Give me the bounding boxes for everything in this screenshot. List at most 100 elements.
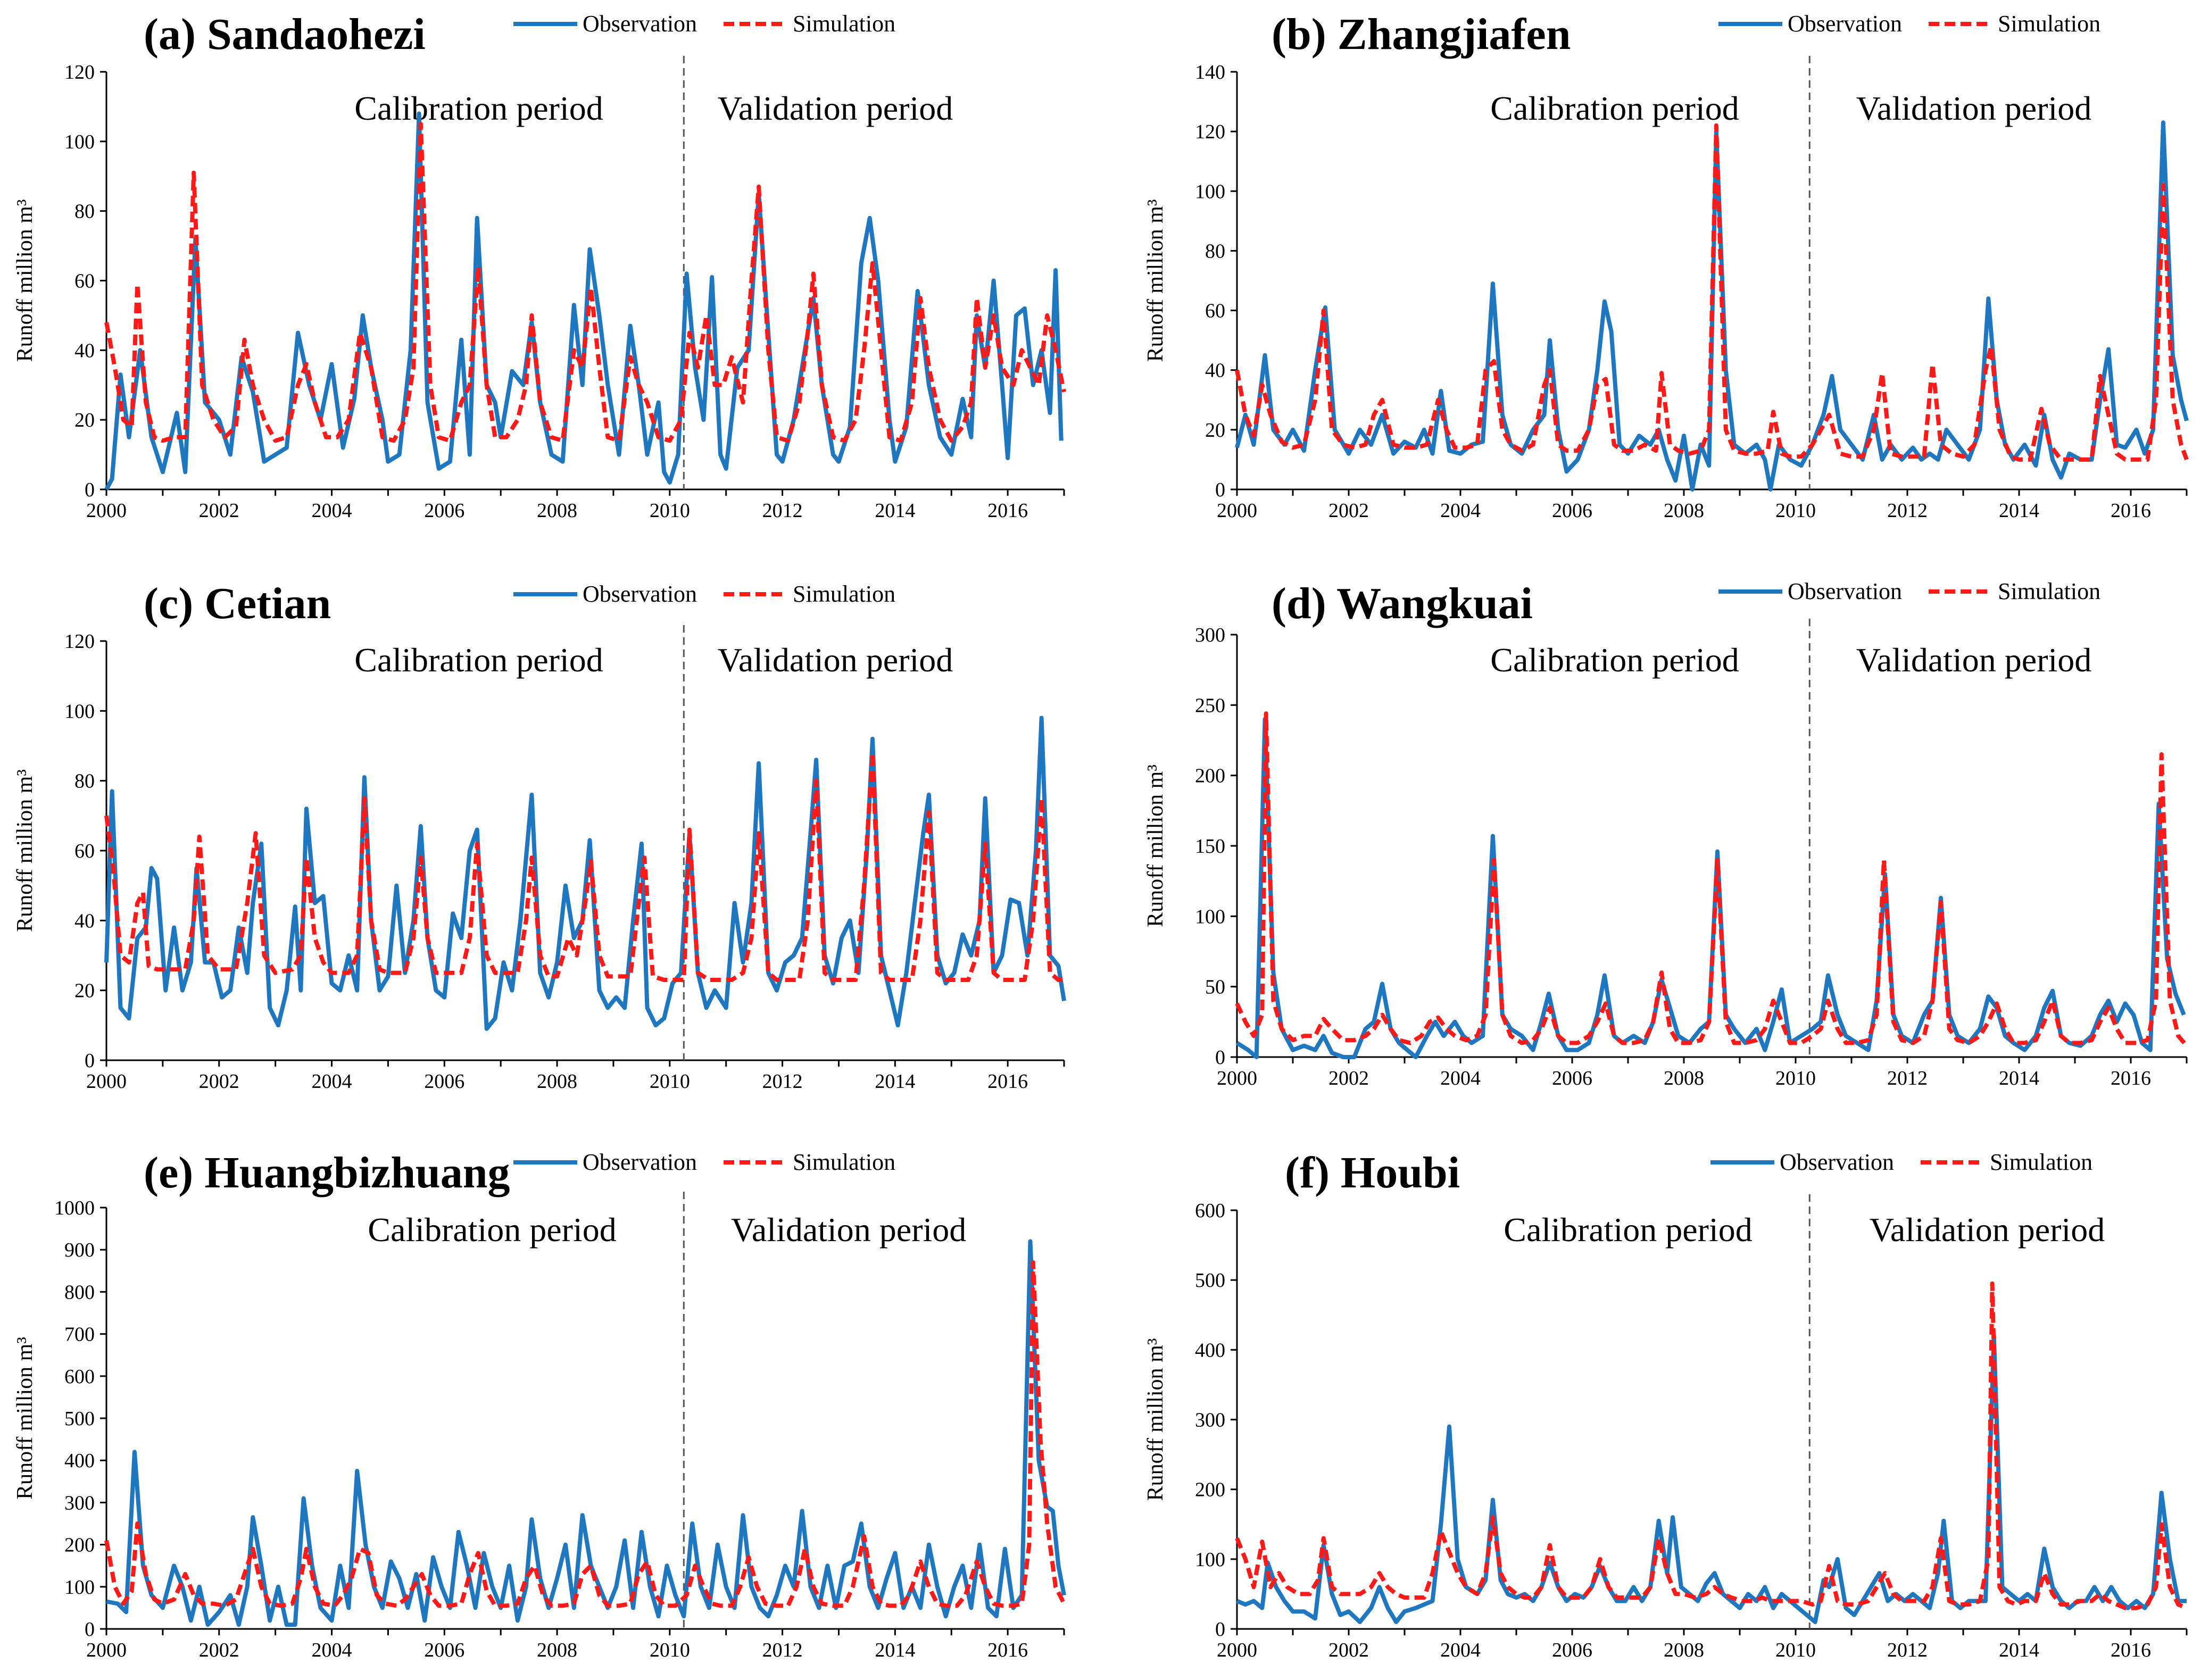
y-tick-label: 120 bbox=[64, 630, 95, 653]
x-tick-label: 2000 bbox=[1217, 1067, 1257, 1089]
y-tick-label: 100 bbox=[1195, 1549, 1225, 1571]
y-tick-label: 60 bbox=[74, 840, 95, 862]
chart-title: (c) Cetian bbox=[144, 579, 331, 628]
y-tick-label: 250 bbox=[1195, 694, 1225, 717]
x-tick-label: 2012 bbox=[1887, 1639, 1928, 1661]
y-tick-label: 700 bbox=[64, 1324, 95, 1346]
x-tick-label: 2014 bbox=[1999, 1067, 2039, 1089]
simulation-series-line bbox=[1235, 123, 2189, 462]
x-tick-label: 2004 bbox=[1440, 1067, 1481, 1089]
y-tick-label: 100 bbox=[64, 1576, 95, 1599]
validation-period-label: Validation period bbox=[1870, 1211, 2105, 1249]
y-tick-label: 300 bbox=[64, 1492, 95, 1514]
x-tick-label: 2012 bbox=[762, 500, 803, 522]
x-tick-label: 2000 bbox=[86, 1639, 127, 1661]
x-tick-label: 2004 bbox=[312, 1639, 352, 1661]
y-tick-label: 1000 bbox=[54, 1197, 95, 1219]
y-tick-label: 200 bbox=[64, 1534, 95, 1557]
x-tick-label: 2002 bbox=[1328, 1067, 1369, 1089]
y-tick-label: 0 bbox=[85, 479, 95, 501]
x-tick-label: 2016 bbox=[2111, 1639, 2151, 1661]
legend-observation-label: Observation bbox=[583, 11, 697, 37]
legend: Observation Simulation bbox=[1718, 578, 2100, 604]
y-tick-label: 400 bbox=[64, 1450, 95, 1472]
x-tick-label: 2002 bbox=[1328, 1639, 1369, 1661]
legend-simulation-label: Simulation bbox=[793, 581, 895, 607]
validation-period-label: Validation period bbox=[1856, 641, 2092, 679]
x-tick-label: 2006 bbox=[1552, 1639, 1592, 1661]
y-tick-label: 100 bbox=[64, 131, 95, 153]
y-tick-label: 500 bbox=[64, 1408, 95, 1430]
y-tick-label: 600 bbox=[1195, 1200, 1225, 1222]
x-tick-label: 2016 bbox=[2111, 1067, 2151, 1089]
y-axis-label: Runoff million m³ bbox=[13, 1337, 37, 1500]
legend-simulation-label: Simulation bbox=[1990, 1149, 2092, 1175]
validation-period-label: Validation period bbox=[1856, 89, 2092, 127]
x-tick-label: 2014 bbox=[875, 1070, 915, 1093]
y-tick-label: 100 bbox=[1195, 905, 1225, 928]
x-tick-label: 2000 bbox=[1217, 1639, 1257, 1661]
chart-panel-1: (a) Sandaohezi Observation Simulation Calib… bbox=[13, 10, 1066, 522]
x-tick-label: 2014 bbox=[875, 500, 915, 522]
chart-panel-3: (c) Cetian Observation Simulation Calibrati… bbox=[13, 579, 1066, 1093]
x-tick-label: 2012 bbox=[1887, 1067, 1928, 1089]
simulation-series-line bbox=[104, 122, 1066, 443]
x-tick-label: 2010 bbox=[650, 500, 690, 522]
y-tick-label: 60 bbox=[1205, 300, 1225, 322]
y-tick-label: 20 bbox=[74, 980, 95, 1002]
calibration-period-label: Calibration period bbox=[354, 89, 603, 127]
x-tick-label: 2012 bbox=[762, 1639, 803, 1661]
y-tick-label: 40 bbox=[74, 339, 95, 362]
legend: Observation Simulation bbox=[513, 581, 895, 607]
chart-panel-6: (f) Houbi Observation Simulation Calibratio… bbox=[1143, 1148, 2188, 1661]
simulation-series-line bbox=[1235, 711, 2189, 1047]
x-tick-label: 2002 bbox=[199, 1070, 239, 1093]
y-axis-label: Runoff million m³ bbox=[13, 769, 37, 932]
x-tick-label: 2004 bbox=[312, 1070, 352, 1093]
legend: Observation Simulation bbox=[1718, 11, 2100, 37]
x-tick-label: 2000 bbox=[1217, 500, 1257, 522]
y-tick-label: 400 bbox=[1195, 1339, 1225, 1361]
x-tick-label: 2012 bbox=[762, 1070, 803, 1093]
x-tick-label: 2012 bbox=[1887, 500, 1928, 522]
legend-simulation-label: Simulation bbox=[1998, 11, 2100, 37]
x-tick-label: 2006 bbox=[424, 1639, 464, 1661]
y-tick-label: 50 bbox=[1205, 976, 1225, 999]
y-tick-label: 40 bbox=[74, 910, 95, 932]
x-tick-label: 2014 bbox=[1999, 500, 2039, 522]
legend-observation-label: Observation bbox=[1788, 578, 1902, 604]
x-tick-label: 2016 bbox=[987, 1639, 1028, 1661]
legend-observation-label: Observation bbox=[1788, 11, 1902, 37]
x-tick-label: 2006 bbox=[424, 1070, 464, 1093]
calibration-period-label: Calibration period bbox=[1490, 89, 1739, 127]
y-tick-label: 120 bbox=[64, 61, 95, 84]
legend-observation-label: Observation bbox=[583, 581, 697, 607]
x-tick-label: 2004 bbox=[1440, 1639, 1481, 1661]
x-tick-label: 2014 bbox=[875, 1639, 915, 1661]
legend: Observation Simulation bbox=[513, 11, 895, 37]
chart-title: (a) Sandaohezi bbox=[144, 10, 426, 59]
y-tick-label: 200 bbox=[1195, 765, 1225, 787]
y-tick-label: 0 bbox=[1215, 1046, 1225, 1069]
x-tick-label: 2010 bbox=[1775, 500, 1816, 522]
x-tick-label: 2004 bbox=[312, 500, 352, 522]
y-tick-label: 800 bbox=[64, 1281, 95, 1303]
legend: Observation Simulation bbox=[1710, 1149, 2092, 1175]
calibration-period-label: Calibration period bbox=[1504, 1211, 1752, 1249]
legend-observation-label: Observation bbox=[1780, 1149, 1894, 1175]
legend-simulation-label: Simulation bbox=[1998, 578, 2100, 604]
y-tick-label: 100 bbox=[1195, 180, 1225, 203]
calibration-period-label: Calibration period bbox=[1490, 641, 1739, 679]
chart-title: (e) Huangbizhuang bbox=[144, 1148, 510, 1197]
chart-title: (d) Wangkuai bbox=[1272, 579, 1533, 628]
y-tick-label: 40 bbox=[1205, 360, 1225, 382]
validation-period-label: Validation period bbox=[718, 641, 953, 679]
chart-title: (f) Houbi bbox=[1285, 1148, 1460, 1197]
chart-panel-5: (e) Huangbizhuang Observation Simulation Ca… bbox=[13, 1148, 1066, 1661]
calibration-period-label: Calibration period bbox=[354, 641, 603, 679]
legend-observation-label: Observation bbox=[583, 1149, 697, 1175]
y-tick-label: 120 bbox=[1195, 121, 1225, 143]
y-tick-label: 150 bbox=[1195, 835, 1225, 858]
simulation-series-line bbox=[104, 751, 1064, 982]
